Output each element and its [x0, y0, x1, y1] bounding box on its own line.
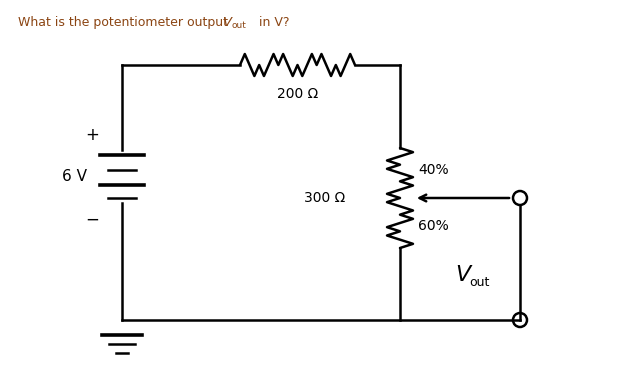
- Text: 6 V: 6 V: [62, 169, 87, 184]
- Text: 40%: 40%: [418, 163, 449, 177]
- Text: in V?: in V?: [255, 15, 290, 28]
- Text: −: −: [85, 211, 99, 229]
- Text: What is the potentiometer output: What is the potentiometer output: [18, 15, 232, 28]
- Text: out: out: [469, 275, 489, 288]
- Text: out: out: [232, 21, 247, 29]
- Text: $V$: $V$: [455, 265, 474, 285]
- Text: $V$: $V$: [222, 15, 234, 28]
- Text: 300 Ω: 300 Ω: [304, 191, 345, 205]
- Text: +: +: [85, 126, 99, 144]
- Text: 60%: 60%: [418, 219, 449, 233]
- Text: 200 Ω: 200 Ω: [277, 87, 318, 101]
